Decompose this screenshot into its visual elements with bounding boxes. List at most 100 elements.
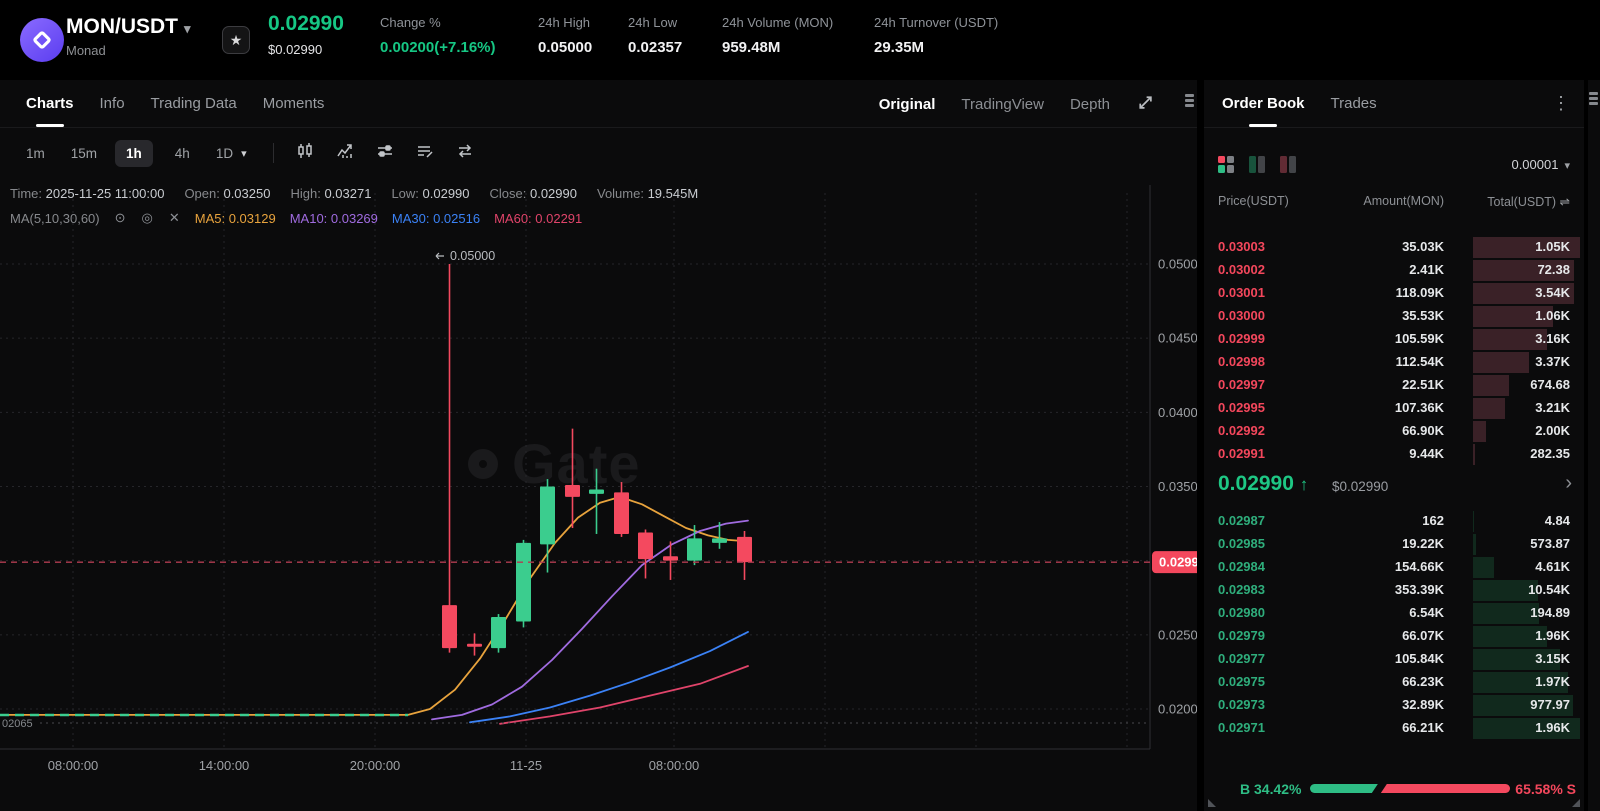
book-view-both-icon[interactable] bbox=[1218, 155, 1235, 173]
bid-row[interactable]: 0.02979 66.07K 1.96K bbox=[1204, 625, 1584, 648]
ma-title: MA(5,10,30,60) bbox=[10, 210, 100, 226]
depth-bar bbox=[1473, 534, 1477, 555]
tab-moments[interactable]: Moments bbox=[263, 80, 325, 127]
ratio-bar bbox=[1310, 784, 1510, 793]
chart-region[interactable]: Time: 2025-11-25 11:00:00 Open: 0.03250 Hi… bbox=[0, 179, 1197, 811]
ask-row[interactable]: 0.02991 9.44K 282.35 bbox=[1204, 443, 1584, 466]
ask-row[interactable]: 0.02992 66.90K 2.00K bbox=[1204, 420, 1584, 443]
panel-drag-grip-icon[interactable] bbox=[1185, 94, 1194, 107]
mode-original[interactable]: Original bbox=[878, 95, 936, 113]
ohlc-value: 2025-11-25 11:00:00 bbox=[45, 186, 165, 201]
mode-depth[interactable]: Depth bbox=[1069, 95, 1110, 113]
amount-cell: 162 bbox=[1422, 513, 1444, 528]
candle-body[interactable] bbox=[516, 542, 531, 622]
ohlc-label: Open: bbox=[184, 186, 224, 201]
depth-bar bbox=[1473, 398, 1506, 419]
depth-bar bbox=[1473, 352, 1529, 373]
timeframe-1D[interactable]: 1D bbox=[215, 145, 234, 161]
timeframe-1m[interactable]: 1m bbox=[26, 145, 45, 161]
ask-row[interactable]: 0.02997 22.51K 674.68 bbox=[1204, 374, 1584, 397]
ask-row[interactable]: 0.02998 112.54K 3.37K bbox=[1204, 351, 1584, 374]
candle-body[interactable] bbox=[737, 536, 752, 563]
strip-drag-grip-icon[interactable] bbox=[1589, 92, 1598, 105]
favorite-star-button[interactable]: ★ bbox=[222, 26, 250, 54]
resize-handle-left-icon[interactable] bbox=[1208, 799, 1216, 807]
depth-bar bbox=[1473, 626, 1547, 647]
settings-sliders-icon[interactable] bbox=[376, 142, 394, 165]
compare-swap-icon[interactable] bbox=[456, 142, 474, 165]
timeframe-1h[interactable]: 1h bbox=[115, 139, 153, 167]
visibility-icon[interactable]: ⊙ bbox=[114, 210, 126, 225]
total-cell: 1.96K bbox=[1535, 720, 1570, 735]
candlestick-style-icon[interactable] bbox=[296, 142, 314, 165]
bid-row[interactable]: 0.02980 6.54K 194.89 bbox=[1204, 602, 1584, 625]
col-total: Total(USDT) ⇌ bbox=[1487, 195, 1570, 209]
candle-body[interactable] bbox=[589, 489, 604, 494]
total-cell: 1.05K bbox=[1535, 239, 1570, 254]
tab-trading-data[interactable]: Trading Data bbox=[151, 80, 237, 127]
tab-info[interactable]: Info bbox=[100, 80, 125, 127]
precision-dropdown[interactable]: 0.00001 ▾ bbox=[1511, 156, 1570, 172]
current-price-row[interactable]: 0.02990 ↑ $0.02990 › bbox=[1204, 470, 1584, 506]
edit-list-icon[interactable] bbox=[416, 142, 434, 165]
mode-tradingview[interactable]: TradingView bbox=[961, 95, 1044, 113]
book-view-asks-icon[interactable] bbox=[1280, 155, 1297, 173]
timeframe-15m[interactable]: 15m bbox=[70, 145, 98, 161]
ask-row[interactable]: 0.03000 35.53K 1.06K bbox=[1204, 305, 1584, 328]
swap-units-icon[interactable]: ⇌ bbox=[1559, 195, 1570, 209]
price-cell: 0.03001 bbox=[1218, 285, 1265, 300]
total-cell: 10.54K bbox=[1528, 582, 1570, 597]
price-cell: 0.02991 bbox=[1218, 446, 1265, 461]
bid-row[interactable]: 0.02984 154.66K 4.61K bbox=[1204, 556, 1584, 579]
bid-row[interactable]: 0.02971 66.21K 1.96K bbox=[1204, 717, 1584, 740]
depth-bar bbox=[1473, 306, 1554, 327]
book-view-bids-icon[interactable] bbox=[1249, 155, 1266, 173]
chevron-right-icon[interactable]: › bbox=[1565, 472, 1572, 494]
candle-body[interactable] bbox=[712, 538, 727, 543]
price-cell: 0.02999 bbox=[1218, 331, 1265, 346]
amount-cell: 35.03K bbox=[1402, 239, 1444, 254]
current-price-label-bg bbox=[1152, 551, 1197, 574]
candle-body[interactable] bbox=[491, 617, 506, 649]
candle-body[interactable] bbox=[614, 492, 629, 534]
candle-body[interactable] bbox=[663, 556, 678, 561]
candle-body[interactable] bbox=[687, 538, 702, 561]
candle-body[interactable] bbox=[540, 486, 555, 545]
bid-row[interactable]: 0.02983 353.39K 10.54K bbox=[1204, 579, 1584, 602]
order-book-tabbar: Order Book Trades ⋮ bbox=[1204, 80, 1584, 128]
last-price-usd: $0.02990 bbox=[268, 42, 323, 57]
tab-trades[interactable]: Trades bbox=[1331, 80, 1377, 127]
timeframe-4h[interactable]: 4h bbox=[174, 145, 190, 161]
bid-row[interactable]: 0.02975 66.23K 1.97K bbox=[1204, 671, 1584, 694]
indicator-chart-icon[interactable] bbox=[336, 142, 354, 165]
active-tab-underline bbox=[1249, 124, 1278, 127]
ask-row[interactable]: 0.02999 105.59K 3.16K bbox=[1204, 328, 1584, 351]
depth-bar bbox=[1473, 511, 1475, 532]
ask-row[interactable]: 0.02995 107.36K 3.21K bbox=[1204, 397, 1584, 420]
depth-bar bbox=[1473, 718, 1580, 739]
col-price: Price(USDT) bbox=[1218, 194, 1289, 208]
candle-body[interactable] bbox=[442, 605, 457, 649]
bid-row[interactable]: 0.02985 19.22K 573.87 bbox=[1204, 533, 1584, 556]
more-options-icon[interactable]: ⋮ bbox=[1552, 93, 1570, 113]
tab-charts[interactable]: Charts bbox=[26, 80, 74, 127]
bid-row[interactable]: 0.02973 32.89K 977.97 bbox=[1204, 694, 1584, 717]
close-icon[interactable]: ✕ bbox=[168, 210, 180, 225]
pair-title[interactable]: MON/USDT ▾ bbox=[66, 15, 191, 38]
ask-row[interactable]: 0.03002 2.41K 72.38 bbox=[1204, 259, 1584, 282]
tab-order-book[interactable]: Order Book bbox=[1222, 80, 1305, 127]
expand-icon[interactable] bbox=[1136, 93, 1153, 115]
candle-body[interactable] bbox=[638, 532, 653, 560]
chart-tabs: Charts Info Trading Data Moments bbox=[0, 80, 324, 127]
ask-row[interactable]: 0.03001 118.09K 3.54K bbox=[1204, 282, 1584, 305]
bid-row[interactable]: 0.02987 162 4.84 bbox=[1204, 510, 1584, 533]
bid-row[interactable]: 0.02977 105.84K 3.15K bbox=[1204, 648, 1584, 671]
active-tab-underline bbox=[35, 124, 64, 127]
candle-body[interactable] bbox=[565, 485, 580, 497]
settings-icon[interactable]: ◎ bbox=[141, 210, 153, 225]
resize-handle-right-icon[interactable] bbox=[1572, 799, 1580, 807]
timeframe-caret-icon[interactable]: ▾ bbox=[241, 147, 247, 160]
candle-body[interactable] bbox=[467, 643, 482, 647]
ask-row[interactable]: 0.03003 35.03K 1.05K bbox=[1204, 236, 1584, 259]
